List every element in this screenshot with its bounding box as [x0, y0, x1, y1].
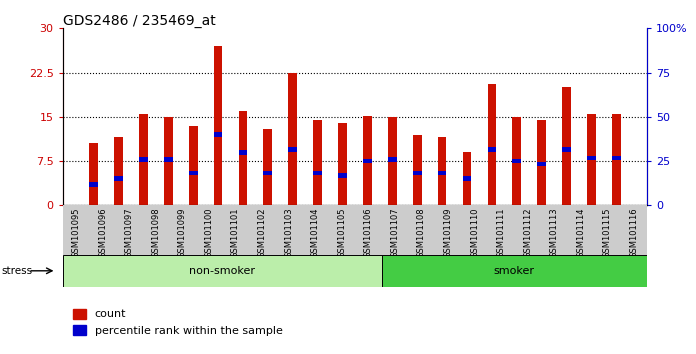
Bar: [587, 156, 596, 160]
Bar: [413, 135, 422, 205]
Bar: [329, 205, 355, 255]
Bar: [381, 205, 408, 255]
Bar: [214, 46, 223, 205]
Text: GSM101105: GSM101105: [337, 208, 346, 258]
Bar: [264, 171, 272, 175]
Bar: [487, 147, 496, 152]
Bar: [164, 157, 173, 162]
Bar: [388, 117, 397, 205]
Bar: [612, 114, 621, 205]
Text: GSM101104: GSM101104: [310, 208, 319, 258]
Bar: [438, 137, 446, 205]
Bar: [313, 171, 322, 175]
Bar: [214, 132, 223, 137]
Bar: [463, 152, 471, 205]
Legend: count, percentile rank within the sample: count, percentile rank within the sample: [68, 304, 287, 340]
Bar: [89, 143, 98, 205]
Bar: [612, 156, 621, 160]
Text: GSM101096: GSM101096: [98, 208, 107, 258]
Bar: [288, 147, 297, 152]
Text: GSM101099: GSM101099: [177, 208, 187, 258]
Bar: [169, 205, 196, 255]
Text: GDS2486 / 235469_at: GDS2486 / 235469_at: [63, 14, 215, 28]
Text: GSM101110: GSM101110: [470, 208, 479, 258]
Bar: [338, 173, 347, 178]
Text: GSM101114: GSM101114: [576, 208, 585, 258]
Bar: [189, 171, 198, 175]
Bar: [381, 255, 647, 287]
Bar: [541, 205, 567, 255]
Text: GSM101107: GSM101107: [390, 208, 400, 258]
Text: GSM101095: GSM101095: [72, 208, 81, 258]
Text: GSM101098: GSM101098: [151, 208, 160, 258]
Bar: [514, 205, 541, 255]
Text: GSM101106: GSM101106: [364, 208, 373, 258]
Bar: [313, 120, 322, 205]
Bar: [338, 123, 347, 205]
Bar: [435, 205, 461, 255]
Bar: [363, 159, 372, 164]
Bar: [438, 171, 446, 175]
Bar: [63, 205, 89, 255]
Bar: [139, 114, 148, 205]
Bar: [275, 205, 302, 255]
Bar: [302, 205, 329, 255]
Bar: [189, 126, 198, 205]
Bar: [537, 162, 546, 166]
Text: GSM101100: GSM101100: [205, 208, 213, 258]
Bar: [363, 116, 372, 205]
Bar: [89, 205, 116, 255]
Bar: [562, 147, 571, 152]
Text: GSM101111: GSM101111: [497, 208, 505, 258]
Text: stress: stress: [1, 266, 33, 276]
Bar: [461, 205, 488, 255]
Bar: [264, 129, 272, 205]
Text: GSM101102: GSM101102: [258, 208, 267, 258]
Text: GSM101112: GSM101112: [523, 208, 532, 258]
Text: GSM101113: GSM101113: [550, 208, 559, 258]
Bar: [594, 205, 621, 255]
Bar: [388, 157, 397, 162]
Bar: [248, 205, 275, 255]
Bar: [587, 114, 596, 205]
Bar: [488, 205, 514, 255]
Text: smoker: smoker: [494, 266, 535, 276]
Text: GSM101109: GSM101109: [443, 208, 452, 258]
Text: GSM101116: GSM101116: [629, 208, 638, 258]
Bar: [63, 255, 381, 287]
Bar: [537, 120, 546, 205]
Bar: [196, 205, 222, 255]
Bar: [116, 205, 143, 255]
Bar: [562, 87, 571, 205]
Bar: [139, 157, 148, 162]
Text: GSM101103: GSM101103: [284, 208, 293, 258]
Bar: [512, 159, 521, 164]
Bar: [164, 117, 173, 205]
Bar: [487, 84, 496, 205]
Bar: [114, 176, 122, 181]
Bar: [621, 205, 647, 255]
Bar: [239, 150, 247, 155]
Bar: [114, 137, 122, 205]
Bar: [89, 182, 98, 187]
Bar: [408, 205, 435, 255]
Bar: [512, 117, 521, 205]
Text: non-smoker: non-smoker: [189, 266, 255, 276]
Bar: [288, 73, 297, 205]
Bar: [413, 171, 422, 175]
Text: GSM101115: GSM101115: [603, 208, 612, 258]
Text: GSM101108: GSM101108: [417, 208, 426, 258]
Bar: [143, 205, 169, 255]
Bar: [222, 205, 248, 255]
Bar: [355, 205, 381, 255]
Bar: [239, 111, 247, 205]
Text: GSM101101: GSM101101: [231, 208, 240, 258]
Bar: [567, 205, 594, 255]
Bar: [463, 176, 471, 181]
Text: GSM101097: GSM101097: [125, 208, 134, 258]
